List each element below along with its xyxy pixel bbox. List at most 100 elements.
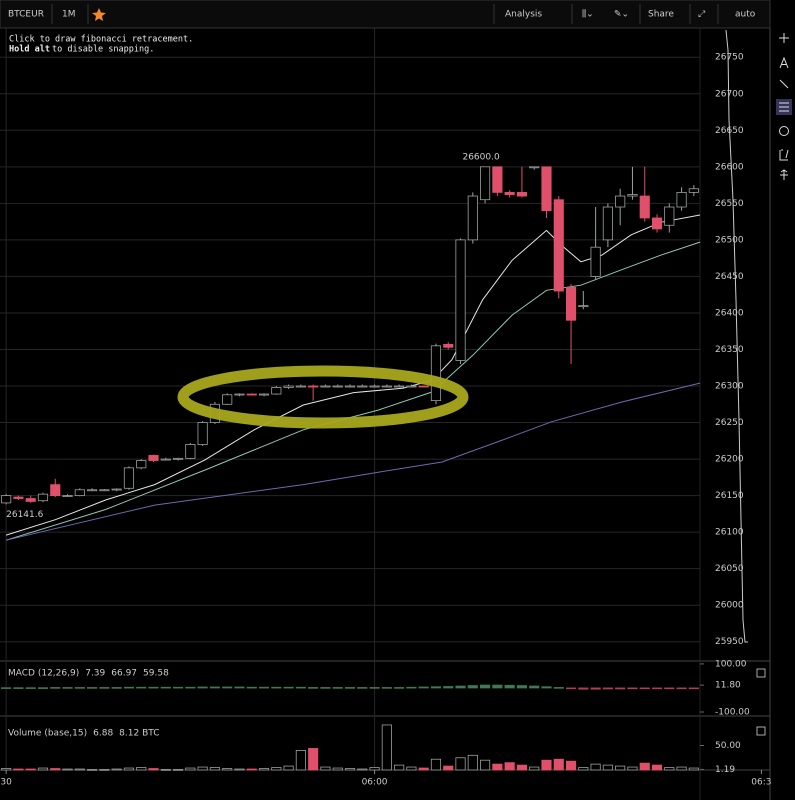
share-button[interactable]: Share (648, 10, 674, 20)
bar (688, 687, 699, 690)
bar (578, 687, 589, 690)
interval[interactable]: 1M (62, 10, 76, 20)
candle-body (234, 393, 245, 396)
candle-body (62, 495, 73, 498)
y-tick-label: 26750 (715, 53, 744, 63)
legend-value: 8.12 BTC (119, 729, 159, 739)
bar (185, 767, 196, 771)
bar (234, 768, 245, 771)
bar (627, 766, 638, 771)
candle-body (529, 166, 540, 169)
tool-line[interactable] (779, 79, 789, 89)
candle-body (688, 188, 699, 193)
legend-value: 66.97 (111, 669, 137, 679)
bar (344, 768, 356, 771)
bar (99, 769, 110, 771)
candle-body (136, 460, 147, 469)
moving-average (5, 382, 701, 541)
candle-body (123, 467, 135, 489)
candle-body (197, 422, 208, 445)
y-tick-label: 25950 (715, 637, 744, 647)
symbol[interactable]: BTCEUR (8, 10, 44, 20)
tool-cross[interactable] (779, 33, 789, 43)
bar (480, 759, 491, 771)
bar (381, 724, 392, 771)
candle-body (639, 195, 650, 219)
chart-type-button[interactable]: ⫼⌄ (582, 9, 594, 20)
fullscreen-button[interactable]: ⤢ (697, 10, 705, 20)
depth-line (725, 29, 748, 643)
bar (541, 759, 552, 771)
tool-circle[interactable] (779, 126, 789, 136)
candle-body (480, 166, 491, 201)
candle-body (160, 458, 171, 461)
bar (516, 764, 527, 771)
candle-body (602, 206, 613, 241)
y-tick-label: 26200 (715, 455, 744, 465)
bar (455, 685, 466, 689)
y-tick-label: 26300 (715, 382, 744, 392)
tool-text[interactable] (779, 56, 789, 69)
bar (418, 767, 429, 771)
draw-button[interactable]: ✎⌄ (614, 10, 629, 20)
bar (148, 686, 159, 689)
candle-body (332, 385, 343, 388)
candle-body (504, 191, 515, 195)
bar (209, 767, 220, 771)
bar (13, 768, 24, 771)
bar (25, 768, 36, 771)
bar (541, 686, 552, 689)
y-tick-label: 26600 (715, 162, 744, 172)
bar (74, 687, 85, 689)
bar (394, 687, 405, 689)
close-macd[interactable] (756, 668, 766, 678)
tool-fib[interactable] (779, 102, 789, 112)
close-volume[interactable] (756, 726, 766, 736)
y-tick-label: 26250 (715, 418, 744, 428)
y-tick-label: 26400 (715, 308, 744, 318)
bar (50, 687, 61, 689)
bar (369, 767, 380, 771)
bar (246, 768, 257, 771)
candle-body (111, 488, 122, 491)
bar (197, 766, 208, 771)
bar (664, 767, 675, 771)
favorite-star[interactable] (92, 8, 106, 21)
candle-body (627, 194, 638, 197)
bar (651, 687, 663, 690)
bar (160, 769, 171, 771)
bar (565, 760, 577, 771)
bar (332, 767, 343, 771)
hint-line: Click to draw fibonacci retracement. (9, 35, 193, 45)
bar (602, 687, 613, 690)
analysis-button[interactable]: Analysis (505, 10, 542, 20)
bar (443, 686, 454, 689)
bar (37, 687, 49, 689)
tool-measure[interactable] (779, 149, 789, 161)
candle-body (13, 496, 24, 499)
y-tick-label: 100.00 (715, 659, 747, 669)
moving-average (5, 241, 701, 541)
candle-body (283, 385, 294, 388)
y-tick-label: 26550 (715, 199, 744, 209)
x-tick-label: 06:00 (362, 778, 388, 788)
bar (664, 687, 675, 690)
y-tick-label: 11.80 (715, 681, 741, 691)
bar (516, 685, 527, 689)
scale-button[interactable]: auto (735, 10, 756, 20)
candle-body (443, 343, 454, 348)
bar (615, 765, 626, 771)
bar (123, 686, 135, 689)
candle-body (50, 484, 61, 497)
bar (676, 687, 687, 690)
candle-body (87, 489, 98, 492)
bar (639, 762, 650, 771)
tool-move[interactable] (780, 169, 788, 180)
bar (222, 686, 233, 689)
bar (13, 687, 24, 689)
highlight-ellipse (177, 365, 469, 429)
bar (87, 769, 98, 771)
bar (258, 686, 270, 689)
y-tick-label: -100.00 (715, 708, 750, 718)
